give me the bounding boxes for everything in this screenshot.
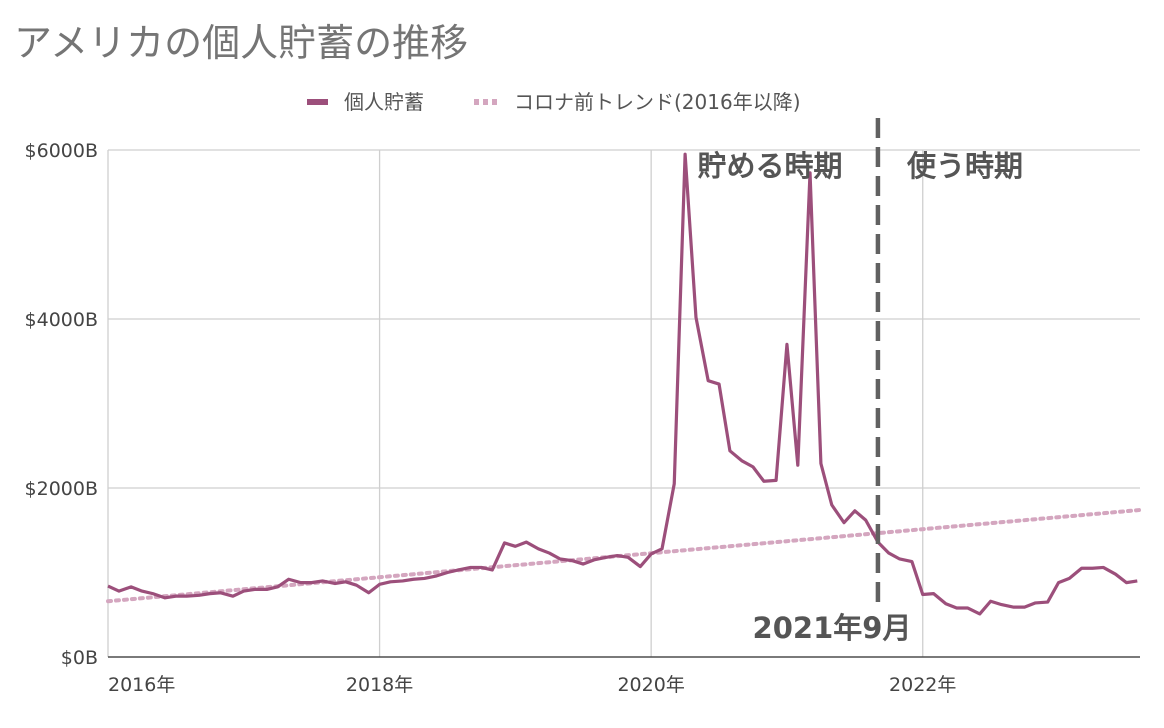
series-line-savings (107, 152, 1138, 616)
series-layer (106, 152, 1142, 616)
legend: 個人貯蓄 コロナ前トレンド(2016年以降) (307, 90, 801, 114)
x-axis-ticks: 2016年 2018年 2020年 2022年 (108, 674, 956, 696)
annotation-0: 貯める時期 (697, 149, 842, 183)
x-tick-label-0: 2016年 (108, 674, 175, 696)
annotation-layer: 貯める時期 使う時期 2021年9月 (697, 149, 1023, 645)
x-tick-label-1: 2018年 (346, 674, 413, 696)
x-tick-label-3: 2022年 (889, 674, 956, 696)
x-tick-label-2: 2020年 (617, 674, 684, 696)
annotation-1: 使う時期 (906, 149, 1023, 183)
y-tick-label-0: $0B (61, 647, 98, 669)
y-tick-label-1: $2000B (25, 478, 98, 500)
grid-lines (107, 149, 1140, 658)
y-tick-label-2: $4000B (25, 309, 98, 331)
annotation-2: 2021年9月 (753, 611, 912, 645)
legend-label-trend: コロナ前トレンド(2016年以降) (514, 90, 801, 114)
y-tick-label-3: $6000B (25, 140, 98, 162)
y-axis-ticks: $0B $2000B $4000B $6000B (25, 140, 98, 669)
legend-label-savings: 個人貯蓄 (344, 90, 424, 114)
chart-title: アメリカの個人貯蓄の推移 (14, 21, 469, 65)
